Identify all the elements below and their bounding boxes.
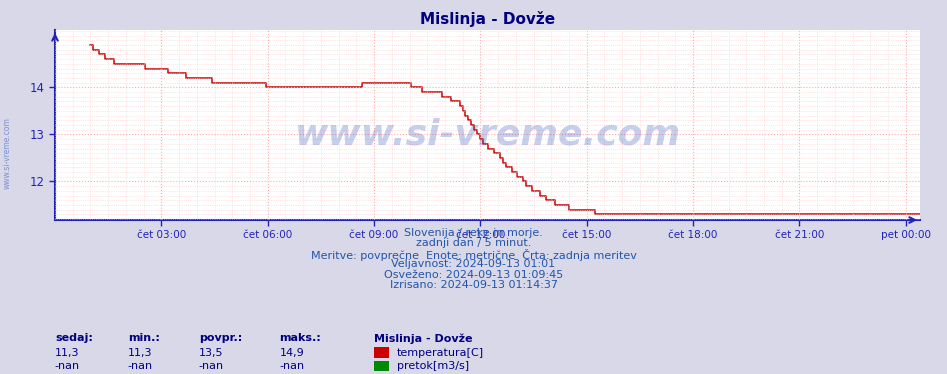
Title: Mislinja - Dovže: Mislinja - Dovže xyxy=(420,12,555,27)
Text: -nan: -nan xyxy=(55,361,80,371)
Text: -nan: -nan xyxy=(199,361,224,371)
Text: -nan: -nan xyxy=(128,361,153,371)
Text: Meritve: povprečne  Enote: metrične  Črta: zadnja meritev: Meritve: povprečne Enote: metrične Črta:… xyxy=(311,249,636,261)
Text: Osveženo: 2024-09-13 01:09:45: Osveženo: 2024-09-13 01:09:45 xyxy=(384,270,563,280)
Text: 14,9: 14,9 xyxy=(279,348,304,358)
Text: min.:: min.: xyxy=(128,334,160,343)
Text: 13,5: 13,5 xyxy=(199,348,223,358)
Text: 11,3: 11,3 xyxy=(128,348,152,358)
Text: www.si-vreme.com: www.si-vreme.com xyxy=(3,117,12,189)
Text: temperatura[C]: temperatura[C] xyxy=(397,348,484,358)
Text: www.si-vreme.com: www.si-vreme.com xyxy=(295,117,681,151)
Text: Mislinja - Dovže: Mislinja - Dovže xyxy=(374,333,473,344)
Text: sedaj:: sedaj: xyxy=(55,334,93,343)
Text: maks.:: maks.: xyxy=(279,334,321,343)
Text: Veljavnost: 2024-09-13 01:01: Veljavnost: 2024-09-13 01:01 xyxy=(391,260,556,269)
Text: Slovenija / reke in morje.: Slovenija / reke in morje. xyxy=(404,228,543,238)
Text: Izrisano: 2024-09-13 01:14:37: Izrisano: 2024-09-13 01:14:37 xyxy=(389,280,558,290)
Text: pretok[m3/s]: pretok[m3/s] xyxy=(397,361,469,371)
Text: 11,3: 11,3 xyxy=(55,348,80,358)
Text: zadnji dan / 5 minut.: zadnji dan / 5 minut. xyxy=(416,239,531,248)
Text: -nan: -nan xyxy=(279,361,305,371)
Text: povpr.:: povpr.: xyxy=(199,334,242,343)
